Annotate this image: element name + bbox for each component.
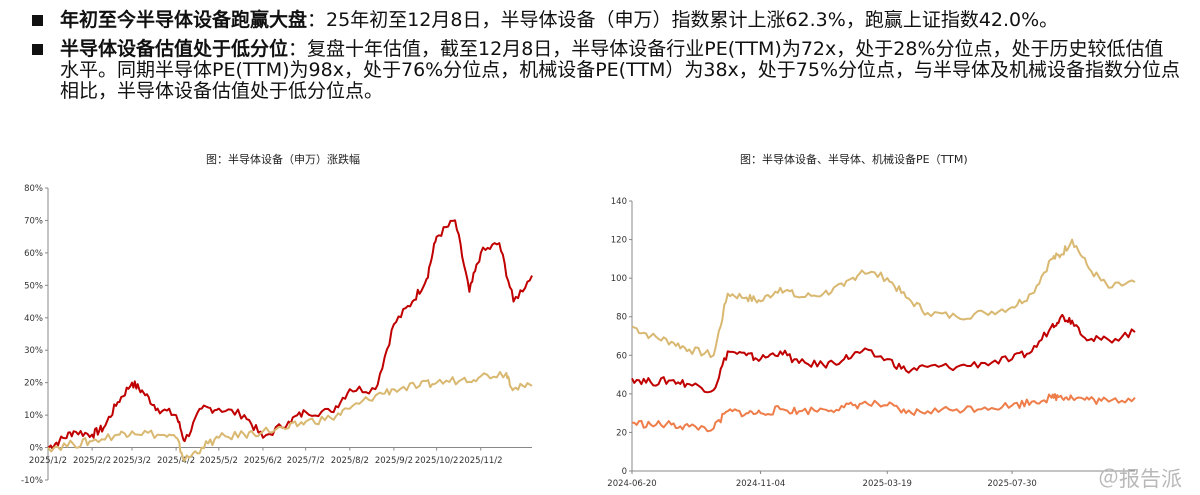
y-tick-label: 50% — [24, 281, 43, 291]
x-tick-label: 2024-11-04 — [736, 479, 785, 489]
x-tick-label: 2025-03-19 — [863, 479, 912, 489]
bullet-list: 年初至今半导体设备跑赢大盘：25年初至12月8日，半导体设备（申万）指数累计上涨… — [30, 10, 1180, 110]
series-line — [631, 238, 1136, 359]
y-tick-label: 0 — [622, 467, 627, 477]
y-tick-label: 60% — [24, 249, 43, 259]
x-tick-label: 2025/11/2 — [459, 456, 503, 466]
x-tick-label: 2024-06-20 — [607, 479, 656, 489]
x-tick-label: 2025/7/2 — [287, 456, 325, 466]
x-tick-label: 2025/8/2 — [331, 456, 369, 466]
bullet-item: 半导体设备估值处于低分位：复盘十年估值，截至12月8日，半导体设备行业PE(TT… — [30, 39, 1180, 102]
bullet-text: ：复盘十年估值，截至12月8日，半导体设备行业PE(TTM)为72x，处于28%… — [60, 38, 1181, 102]
x-tick-label: 2025/10/2 — [415, 456, 459, 466]
x-tick-label: 2025/6/2 — [244, 456, 282, 466]
bullet-heading: 年初至今半导体设备跑赢大盘 — [60, 9, 308, 31]
y-tick-label: 70% — [24, 216, 43, 226]
y-tick-label: 100 — [611, 274, 627, 284]
chart-title: 图：半导体设备、半导体、机械设备PE（TTM) — [740, 153, 968, 166]
x-tick-label: 2025/9/2 — [375, 456, 413, 466]
series-line — [47, 371, 533, 462]
x-tick-label: 2025/3/2 — [113, 456, 151, 466]
y-tick-label: 10% — [24, 411, 43, 421]
series-line — [632, 393, 1136, 433]
x-tick-label: 2025/2/2 — [73, 456, 111, 466]
x-tick-label: 2025/5/2 — [200, 456, 238, 466]
bullet-heading: 半导体设备估值处于低分位 — [60, 38, 289, 60]
y-tick-label: 140 — [611, 197, 627, 207]
y-tick-label: 20% — [24, 379, 43, 389]
square-bullet-icon — [32, 15, 43, 26]
x-tick-label: 2025/4/2 — [157, 456, 195, 466]
y-tick-label: 0% — [30, 444, 44, 454]
y-tick-label: 80% — [24, 184, 43, 194]
x-tick-label: 2025/1/2 — [29, 456, 67, 466]
y-tick-label: 80 — [616, 313, 627, 323]
watermark: ＠报告派 — [1098, 467, 1182, 491]
y-tick-label: 60 — [616, 351, 627, 361]
bullet-text: ：25年初至12月8日，半导体设备（申万）指数累计上涨62.3%，跑赢上证指数4… — [307, 9, 1059, 31]
y-tick-label: 120 — [611, 236, 627, 246]
series-line — [631, 313, 1136, 394]
change-chart: -10% 0% 10% 20% 30% 40% 50% 60% 70% 80% 2025/1/2 20… — [21, 184, 533, 486]
chart-title: 图：半导体设备（申万）涨跌幅 — [206, 153, 360, 166]
y-tick-label: -10% — [21, 476, 43, 486]
y-tick-label: 40% — [24, 314, 43, 324]
y-tick-label: 20 — [616, 428, 627, 438]
square-bullet-icon — [32, 44, 43, 55]
bullet-item: 年初至今半导体设备跑赢大盘：25年初至12月8日，半导体设备（申万）指数累计上涨… — [30, 10, 1180, 31]
series-line — [47, 219, 533, 450]
x-tick-label: 2025-07-30 — [987, 479, 1036, 489]
y-tick-label: 40 — [616, 390, 627, 400]
y-tick-label: 30% — [24, 346, 43, 356]
pe-chart: 0 20 40 60 80 100 120 140 2024-06-20 2024-11-04 20… — [607, 197, 1136, 489]
